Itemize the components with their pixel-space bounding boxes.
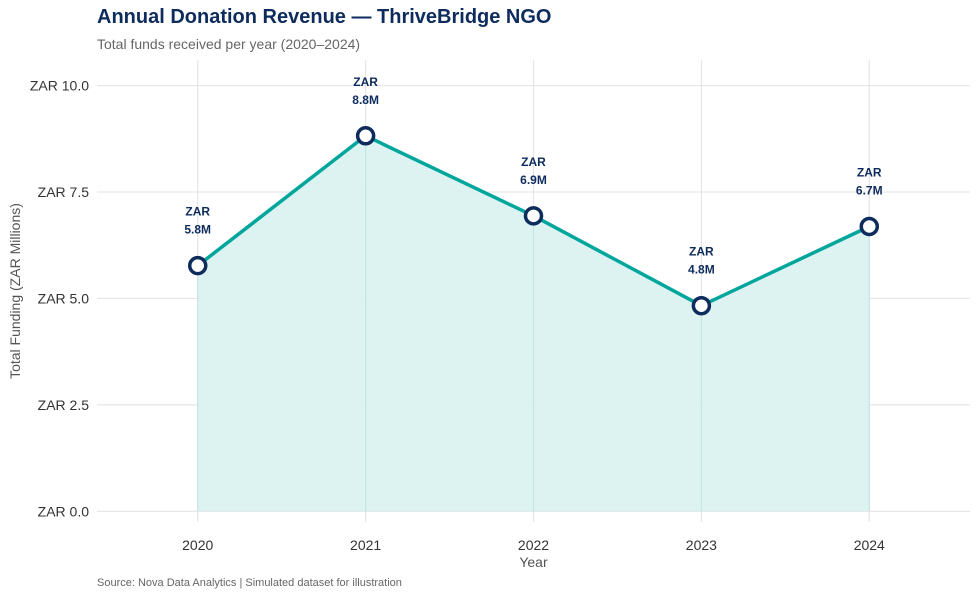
x-tick-label: 2024	[854, 537, 885, 553]
data-label-value: 8.8M	[352, 93, 379, 107]
x-tick-label: 2022	[518, 537, 549, 553]
data-point	[691, 295, 712, 316]
y-tick-label: ZAR 0.0	[38, 503, 90, 519]
x-tick-label: 2021	[350, 537, 381, 553]
x-axis-label: Year	[519, 554, 548, 570]
data-label-value: 6.9M	[520, 173, 547, 187]
data-label-currency: ZAR	[689, 245, 714, 259]
data-point	[859, 216, 880, 237]
data-point	[523, 206, 544, 226]
chart-subtitle: Total funds received per year (2020–2024…	[97, 36, 361, 52]
chart-title: Annual Donation Revenue — ThriveBridge N…	[97, 6, 552, 28]
y-axis-label: Total Funding (ZAR Millions)	[7, 203, 23, 379]
y-tick-label: ZAR 7.5	[38, 184, 90, 200]
data-label-currency: ZAR	[185, 205, 210, 219]
x-tick-label: 2020	[182, 537, 213, 553]
data-point	[355, 126, 376, 146]
data-label-value: 6.7M	[856, 183, 883, 197]
data-label-currency: ZAR	[353, 75, 378, 89]
data-label-currency: ZAR	[521, 155, 546, 169]
data-label-value: 4.8M	[688, 263, 715, 277]
chart-caption: Source: Nova Data Analytics | Simulated …	[97, 577, 402, 589]
y-tick-label: ZAR 10.0	[30, 78, 89, 94]
data-label-value: 5.8M	[184, 223, 211, 237]
data-label-currency: ZAR	[857, 165, 882, 179]
data-point	[187, 255, 208, 276]
x-tick-label: 2023	[686, 537, 717, 553]
y-tick-label: ZAR 5.0	[38, 290, 90, 306]
y-tick-label: ZAR 2.5	[38, 397, 90, 413]
